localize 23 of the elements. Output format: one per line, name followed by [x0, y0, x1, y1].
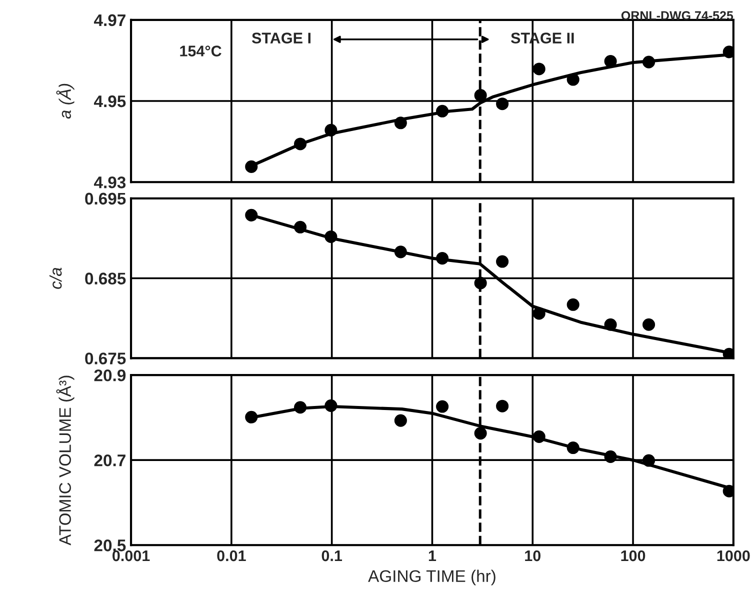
y-axis-title: ATOMIC VOLUME (Å³) — [56, 376, 74, 546]
x-tick-label: 10 — [525, 550, 540, 562]
y-axis-title: c/a — [49, 268, 62, 289]
x-tick-label: 0.01 — [217, 550, 246, 562]
y-tick-label: 4.93 — [94, 176, 126, 188]
y-tick-label: 20.9 — [94, 369, 126, 382]
annotation: STAGE I — [252, 32, 310, 44]
y-tick-label: 0.685 — [85, 272, 126, 284]
y-tick-label: 4.97 — [94, 14, 126, 26]
y-axis-title: a (Å) — [56, 84, 74, 119]
x-tick-label: 1000 — [717, 550, 750, 562]
x-tick-label: 1 — [428, 550, 436, 562]
x-tick-label: 0.1 — [322, 550, 342, 562]
annotation: ORNL-DWG 74-525 — [621, 11, 734, 20]
annotation: 154°C — [180, 46, 222, 56]
x-tick-label: 100 — [621, 550, 646, 562]
y-tick-label: 0.695 — [85, 192, 126, 205]
x-tick-label: 0.001 — [112, 550, 150, 562]
y-tick-label: 0.675 — [85, 352, 126, 364]
x-axis-title: AGING TIME (hr) — [368, 570, 496, 586]
y-tick-label: 4.95 — [94, 95, 126, 108]
y-tick-label: 20.5 — [94, 540, 126, 552]
y-tick-label: 20.7 — [94, 454, 126, 466]
